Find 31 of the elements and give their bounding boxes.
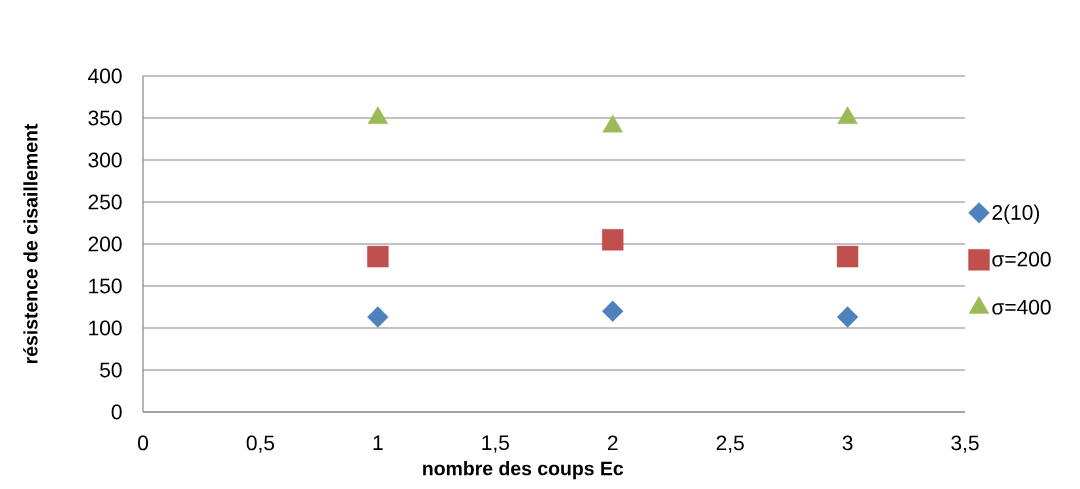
- point: [367, 106, 389, 124]
- point: [602, 300, 624, 322]
- y-axis-title: résistence de cisaillement: [23, 123, 38, 364]
- y-tick-label: 200: [88, 236, 122, 252]
- point: [602, 114, 623, 133]
- x-axis-title: nombre des coups Ec: [423, 461, 624, 480]
- x-tick-label: 1: [373, 435, 383, 450]
- y-tick-label: 100: [89, 320, 122, 336]
- y-tick-label: 50: [100, 362, 122, 378]
- point: [367, 306, 389, 328]
- y-tick-label: 150: [89, 278, 122, 294]
- legend-label: σ=200: [992, 251, 1051, 267]
- x-tick-label: 0: [138, 435, 148, 451]
- legend-label: 2(10): [992, 204, 1040, 225]
- x-tick-label: 0,5: [246, 435, 275, 453]
- legend-label: σ=400: [992, 299, 1051, 315]
- x-tick-label: 3,5: [951, 435, 979, 453]
- point: [602, 229, 624, 251]
- y-tick-label: 300: [88, 152, 122, 168]
- y-tick-label: 0: [111, 404, 122, 420]
- point: [367, 245, 389, 268]
- x-tick-label: 3: [842, 435, 853, 451]
- point: [836, 245, 859, 268]
- x-tick-label: 2,5: [716, 435, 744, 453]
- x-tick-label: 2: [607, 435, 618, 451]
- y-tick-label: 350: [88, 110, 122, 126]
- y-tick-label: 250: [88, 194, 122, 210]
- y-tick-label: 400: [88, 68, 122, 84]
- point: [837, 106, 858, 124]
- point: [836, 306, 859, 328]
- x-tick-label: 1,5: [482, 435, 509, 453]
